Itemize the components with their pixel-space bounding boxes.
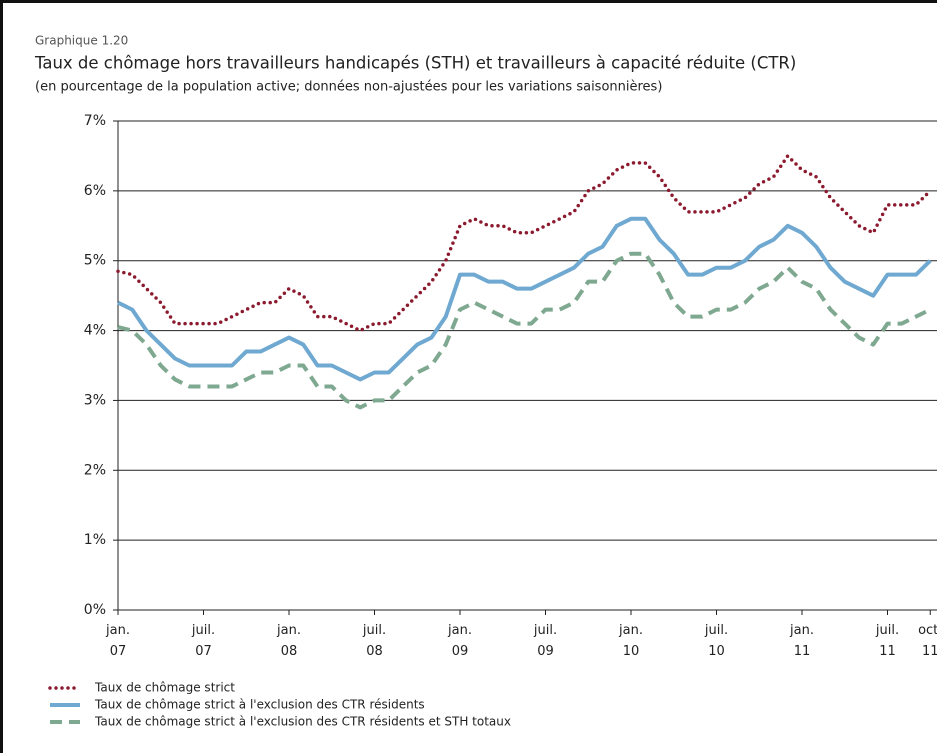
x-tick-label-line: 07 (195, 644, 212, 659)
x-tick-label: juil. 10 (704, 623, 728, 659)
x-tick-label-line: juil. (191, 623, 215, 638)
x-tick-label: juil. 07 (191, 623, 215, 659)
legend-label: Taux de chômage strict à l'exclusion des… (94, 715, 511, 729)
x-tick-label: juil. 11 (875, 623, 899, 659)
x-tick-label-line: 09 (537, 644, 554, 659)
x-tick-label: juil. 08 (362, 623, 386, 659)
x-tick-label: jan. 11 (789, 623, 814, 659)
legend-label: Taux de chômage strict (94, 681, 235, 695)
x-tick-label-line: 11 (794, 644, 811, 659)
x-tick-label-line: 07 (110, 644, 127, 659)
x-tick-label-line: 10 (623, 644, 640, 659)
x-tick-label-line: 08 (281, 644, 298, 659)
x-tick-label-line: 10 (708, 644, 725, 659)
x-tick-label: juil. 09 (533, 623, 557, 659)
x-tick-label-line: juil. (362, 623, 386, 638)
x-tick-label-line: juil. (533, 623, 557, 638)
x-tick-label: jan. 08 (276, 623, 301, 659)
x-tick-label: jan. 10 (618, 623, 643, 659)
y-tick-label: 1% (84, 532, 106, 548)
x-tick-label-line: 11 (879, 644, 896, 659)
x-tick-label-line: juil. (704, 623, 728, 638)
y-tick-label: 6% (84, 183, 106, 199)
y-tick-label: 4% (84, 323, 106, 339)
y-tick-label: 7% (84, 113, 106, 129)
chart-subtitle: (en pourcentage de la population active;… (35, 80, 662, 95)
legend-label: Taux de chômage strict à l'exclusion des… (94, 698, 425, 712)
x-tick-label-line: oct. (918, 623, 937, 638)
y-tick-label: 2% (84, 462, 106, 478)
x-tick-label-line: jan. (447, 623, 472, 638)
y-tick-label: 3% (84, 392, 106, 408)
chart-label: Graphique 1.20 (35, 34, 128, 48)
y-tick-label: 0% (84, 602, 106, 618)
x-tick-label-line: juil. (875, 623, 899, 638)
x-tick-label-line: jan. (789, 623, 814, 638)
chart-title: Taux de chômage hors travailleurs handic… (34, 54, 796, 73)
x-tick-label-line: 08 (366, 644, 383, 659)
x-tick-label: jan. 09 (447, 623, 472, 659)
series-line (116, 154, 932, 333)
x-tick-label-line: jan. (618, 623, 643, 638)
x-tick-label: jan. 07 (105, 623, 130, 659)
y-tick-label: 5% (84, 253, 106, 269)
series-line (117, 216, 932, 382)
x-tick-label-line: 11 (922, 644, 937, 659)
series-line (117, 251, 932, 410)
x-tick-label-line: jan. (105, 623, 130, 638)
x-tick-label-line: jan. (276, 623, 301, 638)
x-tick-label-line: 09 (452, 644, 469, 659)
x-tick-label: oct. 11 (918, 623, 937, 659)
